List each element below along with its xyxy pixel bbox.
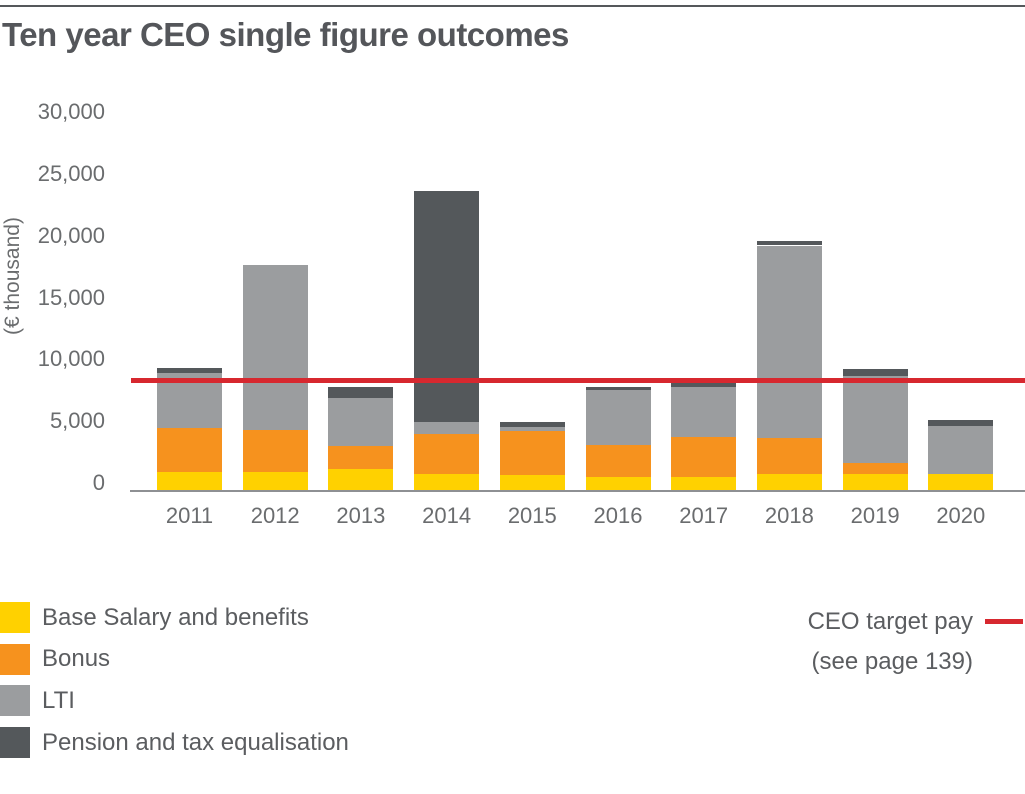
bar-segment-2016-bonus [585,445,651,477]
page-title: Ten year CEO single figure outcomes [2,16,569,53]
bar-segment-2017-base-salary-and-benefits [671,476,737,491]
bar-segment-2018-bonus [756,437,822,475]
bar-segment-2014-pension-and-tax-equalisation [414,191,480,423]
x-tick-label-2012: 2012 [250,503,300,528]
bar-segment-2018-base-salary-and-benefits [756,474,822,491]
bar-segment-2019-base-salary-and-benefits [842,473,908,491]
bar-segment-2012-bonus [242,429,308,472]
legend-label-pension-and-tax-equalisation: Pension and tax equalisation [42,728,349,756]
bar-segment-2017-lti [671,387,737,437]
x-tick-label-2020: 2020 [936,503,986,528]
y-tick-label-25000: 25,000 [37,160,105,186]
legend-swatch-base-salary-and-benefits [0,602,30,633]
legend-swatch-bonus [0,643,30,675]
bar-segment-2016-pension-and-tax-equalisation [585,386,651,391]
x-tick-label-2018: 2018 [764,503,814,528]
y-tick-label-30000: 30,000 [37,99,105,124]
bar-segment-2013-bonus [328,445,394,469]
bar-segment-2015-lti [499,427,565,431]
bar-segment-2016-base-salary-and-benefits [585,476,651,491]
top-rule [0,5,1025,7]
bar-segment-2020-lti [928,426,994,475]
y-tick-label-15000: 15,000 [37,284,105,310]
x-tick-label-2014: 2014 [422,503,472,528]
bar-segment-2019-bonus [842,462,908,474]
bar-segment-2019-lti [842,376,908,463]
bar-segment-2017-pension-and-tax-equalisation [671,383,737,388]
bar-segment-2019-pension-and-tax-equalisation [842,368,908,376]
bar-segment-2017-bonus [671,436,737,477]
ceo-target-pay-line [131,378,1025,383]
legend-swatch-lti [0,685,30,717]
bar-segment-2015-bonus [499,431,565,475]
bar-segment-2011-base-salary-and-benefits [157,471,222,491]
y-tick-label-10000: 10,000 [37,346,105,372]
bar-segment-2015-base-salary-and-benefits [499,474,565,491]
x-tick-label-2017: 2017 [679,503,729,528]
x-tick-label-2019: 2019 [850,503,900,528]
y-tick-label-5000: 5,000 [49,408,105,434]
bar-segment-2014-base-salary-and-benefits [414,473,480,491]
x-tick-label-2015: 2015 [507,503,557,528]
bar-segment-2015-pension-and-tax-equalisation [499,422,565,428]
x-tick-label-2013: 2013 [336,503,386,528]
x-tick-label-2016: 2016 [593,503,643,528]
bar-segment-2014-lti [414,422,480,435]
target-pay-note: (see page 139) [811,648,973,675]
bar-segment-2011-bonus [157,427,222,472]
target-pay-line-sample [985,619,1023,624]
bar-segment-2012-base-salary-and-benefits [242,471,308,491]
bar-segment-2020-pension-and-tax-equalisation [928,419,994,427]
y-tick-label-20000: 20,000 [37,222,105,248]
bar-segment-2012-lti [242,265,308,430]
legend-label-base-salary-and-benefits: Base Salary and benefits [42,603,309,631]
bar-segment-2013-base-salary-and-benefits [328,468,394,491]
y-tick-label-0: 0 [92,470,105,495]
legend-label-bonus: Bonus [42,645,111,673]
legend-label-lti: LTI [42,686,75,714]
bar-segment-2014-bonus [414,434,480,474]
bar-segment-2013-lti [328,397,394,446]
bar-segment-2020-base-salary-and-benefits [928,474,994,491]
legend-swatch-pension-and-tax-equalisation [0,727,30,759]
bar-segment-2018-pension-and-tax-equalisation [756,240,822,246]
x-axis-line [130,490,1025,492]
target-pay-label: CEO target pay [807,608,973,635]
bar-segment-2018-lti [756,245,822,438]
bar-segment-2013-pension-and-tax-equalisation [328,386,394,398]
bar-segment-2016-lti [585,390,651,446]
x-tick-label-2011: 2011 [165,503,214,528]
bar-segment-2011-pension-and-tax-equalisation [157,368,222,373]
